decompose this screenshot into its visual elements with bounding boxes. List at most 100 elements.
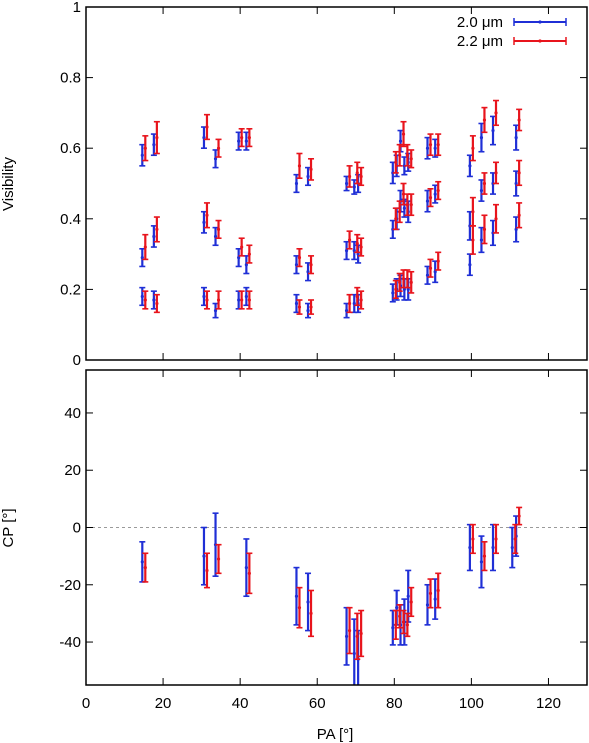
data-point bbox=[354, 612, 361, 661]
y-tick-label: 0 bbox=[73, 352, 81, 369]
data-point bbox=[466, 253, 473, 277]
data-point bbox=[354, 233, 361, 254]
data-point bbox=[358, 609, 365, 658]
y-tick-label: 20 bbox=[64, 462, 81, 479]
data-point bbox=[142, 135, 149, 162]
data-point bbox=[516, 202, 523, 229]
data-point bbox=[493, 161, 500, 185]
data-point bbox=[212, 226, 219, 247]
data-point bbox=[408, 149, 415, 169]
data-point bbox=[427, 578, 434, 609]
data-point bbox=[396, 272, 403, 292]
data-point bbox=[203, 202, 210, 229]
data-point bbox=[435, 251, 442, 271]
x-tick-label: 0 bbox=[82, 695, 90, 712]
data-point bbox=[246, 244, 253, 264]
data-point bbox=[296, 586, 303, 629]
data-point bbox=[396, 604, 403, 629]
data-point bbox=[212, 149, 219, 169]
data-point bbox=[358, 290, 365, 310]
data-point bbox=[212, 302, 219, 319]
data-point bbox=[396, 200, 403, 224]
cp-axis-label: CP [°] bbox=[0, 508, 17, 547]
data-point bbox=[296, 152, 303, 180]
data-point bbox=[343, 240, 350, 261]
x-tick-label: 120 bbox=[536, 695, 561, 712]
data-point bbox=[308, 255, 315, 275]
y-tick-label: 0 bbox=[73, 520, 81, 537]
data-point bbox=[308, 157, 315, 181]
data-point bbox=[469, 135, 476, 162]
data-point bbox=[354, 161, 361, 185]
data-point bbox=[392, 279, 399, 300]
data-point bbox=[481, 541, 488, 572]
data-point bbox=[516, 506, 523, 526]
legend-marker bbox=[513, 37, 567, 45]
y-tick-label: 0.4 bbox=[60, 211, 81, 228]
y-tick-label: -20 bbox=[59, 577, 81, 594]
data-point bbox=[493, 523, 500, 555]
data-point bbox=[200, 210, 207, 234]
data-point bbox=[404, 269, 411, 289]
plot-frame bbox=[85, 369, 588, 686]
closure-phase-panel: 0 20 40 60 80 100 120 -40 -20 0 20 40 bbox=[59, 369, 588, 712]
data-point bbox=[142, 552, 149, 583]
data-point bbox=[493, 203, 500, 234]
x-tick-label: 60 bbox=[309, 695, 326, 712]
data-point bbox=[404, 612, 411, 638]
data-point bbox=[296, 248, 303, 268]
data-point bbox=[293, 566, 300, 626]
data-point bbox=[358, 166, 365, 187]
data-point bbox=[243, 538, 250, 598]
data-point bbox=[153, 216, 160, 243]
data-point bbox=[153, 120, 160, 155]
y-tick-label: 0.6 bbox=[60, 140, 81, 157]
data-point bbox=[392, 609, 399, 640]
plot-frame bbox=[85, 6, 588, 361]
data-point bbox=[396, 143, 403, 167]
data-point bbox=[400, 120, 407, 148]
data-point bbox=[400, 609, 407, 635]
y-tick-label: 0.2 bbox=[60, 281, 81, 298]
x-tick-label: 40 bbox=[232, 695, 249, 712]
x-tick-label: 20 bbox=[155, 695, 172, 712]
legend-marker bbox=[513, 18, 567, 26]
data-point bbox=[427, 187, 434, 208]
data-point bbox=[203, 113, 210, 141]
data-point bbox=[435, 133, 442, 157]
data-point bbox=[358, 237, 365, 257]
data-point bbox=[238, 237, 245, 257]
visibility-panel: 0 0.2 0.4 0.6 0.8 1 2.0 μm 2.2 μm bbox=[60, 0, 588, 369]
data-point bbox=[392, 150, 399, 174]
data-point bbox=[153, 293, 160, 314]
data-point bbox=[466, 523, 473, 572]
data-point bbox=[203, 552, 210, 589]
data-point bbox=[142, 233, 149, 261]
data-point bbox=[215, 290, 222, 310]
x-tick-label: 100 bbox=[459, 695, 484, 712]
x-tick-label: 80 bbox=[386, 695, 403, 712]
data-point bbox=[308, 589, 315, 638]
data-point bbox=[354, 286, 361, 307]
y-tick-label: 0.8 bbox=[60, 70, 81, 87]
data-point bbox=[516, 108, 523, 132]
data-point bbox=[343, 302, 350, 319]
data-point bbox=[346, 293, 353, 314]
data-point bbox=[346, 165, 353, 188]
data-point bbox=[469, 225, 476, 255]
data-point bbox=[235, 248, 242, 268]
data-point bbox=[408, 586, 415, 618]
data-point bbox=[392, 207, 399, 231]
data-point bbox=[215, 543, 222, 575]
y-tick-label: -40 bbox=[59, 634, 81, 651]
legend: 2.0 μm 2.2 μm bbox=[457, 14, 567, 50]
data-point bbox=[346, 230, 353, 250]
data-point bbox=[481, 106, 488, 134]
legend-label: 2.0 μm bbox=[457, 14, 503, 31]
data-point bbox=[246, 290, 253, 310]
data-point bbox=[215, 219, 222, 240]
data-point bbox=[435, 572, 442, 609]
data-point bbox=[408, 270, 415, 294]
data-point bbox=[469, 523, 476, 555]
